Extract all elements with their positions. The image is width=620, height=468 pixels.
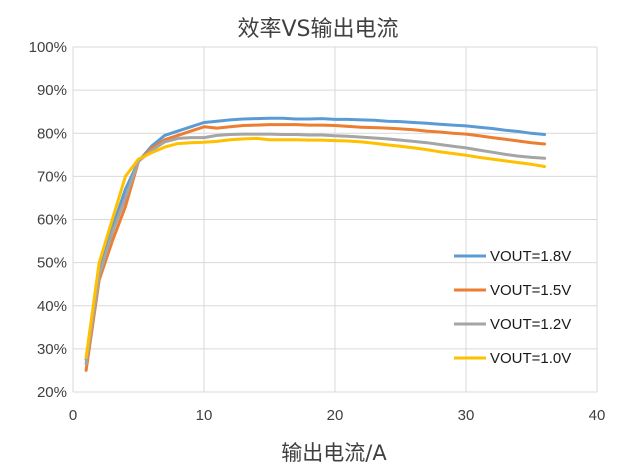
legend-label: VOUT=1.8V <box>490 248 571 265</box>
x-tick-label: 0 <box>69 407 77 424</box>
y-tick-label: 40% <box>37 298 67 315</box>
x-tick-label: 20 <box>327 407 344 424</box>
x-tick-label: 30 <box>458 407 475 424</box>
x-axis-title: 输出电流/A <box>281 441 387 465</box>
series-line-1 <box>84 116 547 362</box>
legend: VOUT=1.8V VOUT=1.5V VOUT=1.2V VOUT=1.0V <box>454 248 571 367</box>
series-line-4 <box>84 136 547 359</box>
plot-area <box>84 116 547 372</box>
series-line-3 <box>84 132 547 366</box>
y-tick-label: 90% <box>37 82 67 99</box>
y-tick-label: 60% <box>37 212 67 229</box>
y-tick-label: 100% <box>29 39 67 56</box>
y-tick-label: 30% <box>37 341 67 358</box>
legend-label: VOUT=1.0V <box>490 350 571 367</box>
x-axis-tick-labels: 0 10 20 30 40 <box>69 407 606 424</box>
gridlines <box>72 46 598 393</box>
series-line-2 <box>84 123 547 372</box>
y-tick-label: 50% <box>37 255 67 272</box>
y-tick-label: 70% <box>37 168 67 185</box>
x-tick-label: 40 <box>589 407 606 424</box>
legend-label: VOUT=1.5V <box>490 282 571 299</box>
x-tick-label: 10 <box>196 407 213 424</box>
y-tick-label: 20% <box>37 384 67 401</box>
y-axis-tick-labels: 20% 30% 40% 50% 60% 70% 80% 90% 100% <box>29 39 67 401</box>
chart-title: 效率VS输出电流 <box>237 17 398 42</box>
legend-label: VOUT=1.2V <box>490 316 571 333</box>
y-tick-label: 80% <box>37 125 67 142</box>
